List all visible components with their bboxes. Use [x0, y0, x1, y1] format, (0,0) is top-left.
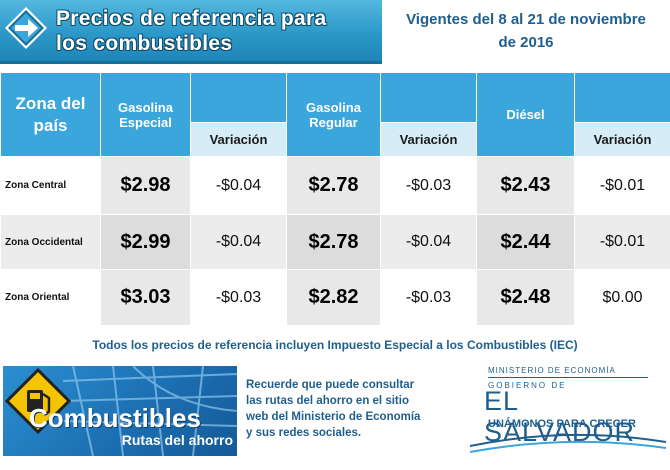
header-spacer: [574, 72, 670, 123]
reminder-line-2: las rutas del ahorro en el sitio: [246, 395, 409, 407]
header-spacer: [380, 72, 477, 123]
arrow-right-icon: [5, 7, 47, 49]
price-especial: $2.99: [100, 214, 191, 270]
tax-note: Todos los precios de referencia incluyen…: [92, 338, 578, 352]
logo-divider: [488, 377, 648, 378]
header-diesel: Diésel: [476, 72, 575, 157]
zone-name: Zona Oriental: [0, 269, 101, 326]
government-logo: MINISTERIO DE ECONOMÍA GOBIERNO DE EL SA…: [470, 366, 666, 458]
header-gasolina-regular-line-2: Regular: [309, 114, 358, 130]
banner-title: Combustibles: [29, 403, 201, 433]
variation-regular: -$0.03: [380, 269, 477, 326]
price-especial: $2.98: [100, 156, 191, 215]
header-variacion-diesel: Variación: [574, 122, 670, 157]
reminder-line-4: y sus redes sociales.: [246, 427, 362, 439]
header-spacer: [190, 72, 287, 123]
price-diesel: $2.48: [476, 269, 575, 326]
validity-dates: Vigentes del 8 al 21 de noviembre de 201…: [384, 8, 668, 54]
variation-regular: -$0.04: [380, 214, 477, 270]
reminder-line-3: web del Ministerio de Economía: [246, 411, 421, 423]
price-diesel: $2.43: [476, 156, 575, 215]
reminder-line-1: Recuerde que puede consultar: [246, 379, 415, 391]
price-regular: $2.78: [286, 214, 381, 270]
variation-especial: -$0.04: [190, 214, 287, 270]
combustibles-banner: Combustibles Rutas del ahorro: [3, 366, 237, 456]
ministry-label: MINISTERIO DE ECONOMÍA: [488, 366, 616, 375]
variation-diesel: -$0.01: [574, 156, 670, 215]
header-gasolina-especial-line-2: Especial: [119, 114, 172, 130]
header: Precios de referencia para los combustib…: [0, 0, 670, 68]
price-regular: $2.82: [286, 269, 381, 326]
fuel-sign-icon: [5, 368, 71, 434]
header-gasolina-regular-line-1: Gasolina: [306, 99, 361, 115]
header-zone-line-2: país: [33, 115, 68, 135]
road-map-graphic: [62, 366, 237, 456]
banner-subtitle: Rutas del ahorro: [121, 432, 233, 448]
validity-line-1: Vigentes del 8 al 21 de noviembre: [406, 11, 646, 28]
price-regular: $2.78: [286, 156, 381, 215]
table-row: Zona Occidental $2.99 -$0.04 $2.78 -$0.0…: [0, 214, 670, 270]
zone-name: Zona Central: [0, 156, 101, 215]
variation-diesel: -$0.01: [574, 214, 670, 270]
header-gasolina-regular: Gasolina Regular: [286, 72, 381, 157]
title-line-1: Precios de referencia para: [56, 7, 327, 30]
table-row: Zona Oriental $3.03 -$0.03 $2.82 -$0.03 …: [0, 269, 670, 326]
title-line-2: los combustibles: [56, 32, 233, 55]
variation-especial: -$0.04: [190, 156, 287, 215]
header-zone: Zona del país: [0, 72, 101, 157]
variation-especial: -$0.03: [190, 269, 287, 326]
validity-line-2: de 2016: [498, 34, 554, 51]
header-gasolina-especial: Gasolina Especial: [100, 72, 191, 157]
table-row: Zona Central $2.98 -$0.04 $2.78 -$0.03 $…: [0, 156, 670, 215]
header-variacion-regular: Variación: [380, 122, 477, 157]
variation-diesel: $0.00: [574, 269, 670, 326]
price-table: Zona del país Gasolina Especial Gasolina…: [0, 72, 670, 326]
government-motto: UNÁMONOS PARA CRECER: [488, 418, 636, 430]
page-title: Precios de referencia para los combustib…: [56, 6, 376, 56]
reminder-text: Recuerde que puede consultar las rutas d…: [246, 377, 466, 441]
header-zone-line-1: Zona del: [15, 93, 86, 113]
variation-regular: -$0.03: [380, 156, 477, 215]
price-especial: $3.03: [100, 269, 191, 326]
price-diesel: $2.44: [476, 214, 575, 270]
header-gasolina-especial-line-1: Gasolina: [118, 99, 173, 115]
gobierno-label: GOBIERNO DE: [488, 381, 567, 390]
title-band: Precios de referencia para los combustib…: [0, 0, 382, 64]
swoosh-graphic: [470, 433, 666, 453]
zone-name: Zona Occidental: [0, 214, 101, 270]
header-variacion-especial: Variación: [190, 122, 287, 157]
